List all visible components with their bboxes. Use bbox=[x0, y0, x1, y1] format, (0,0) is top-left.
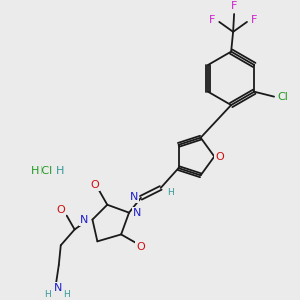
Text: F: F bbox=[209, 15, 215, 25]
Text: H: H bbox=[44, 290, 51, 299]
Text: O: O bbox=[56, 205, 65, 215]
Text: F: F bbox=[251, 15, 257, 25]
Text: N: N bbox=[80, 214, 89, 225]
Text: H: H bbox=[167, 188, 174, 197]
Text: H: H bbox=[56, 166, 64, 176]
Text: O: O bbox=[136, 242, 145, 252]
Text: H: H bbox=[31, 166, 39, 176]
Text: H: H bbox=[63, 290, 70, 299]
Text: Cl: Cl bbox=[278, 92, 288, 102]
Text: HCl: HCl bbox=[34, 166, 53, 176]
Text: N: N bbox=[130, 192, 138, 202]
Text: N: N bbox=[54, 283, 62, 293]
Text: F: F bbox=[231, 1, 237, 11]
Text: O: O bbox=[90, 180, 99, 190]
Text: O: O bbox=[215, 152, 224, 161]
Text: N: N bbox=[133, 208, 141, 218]
